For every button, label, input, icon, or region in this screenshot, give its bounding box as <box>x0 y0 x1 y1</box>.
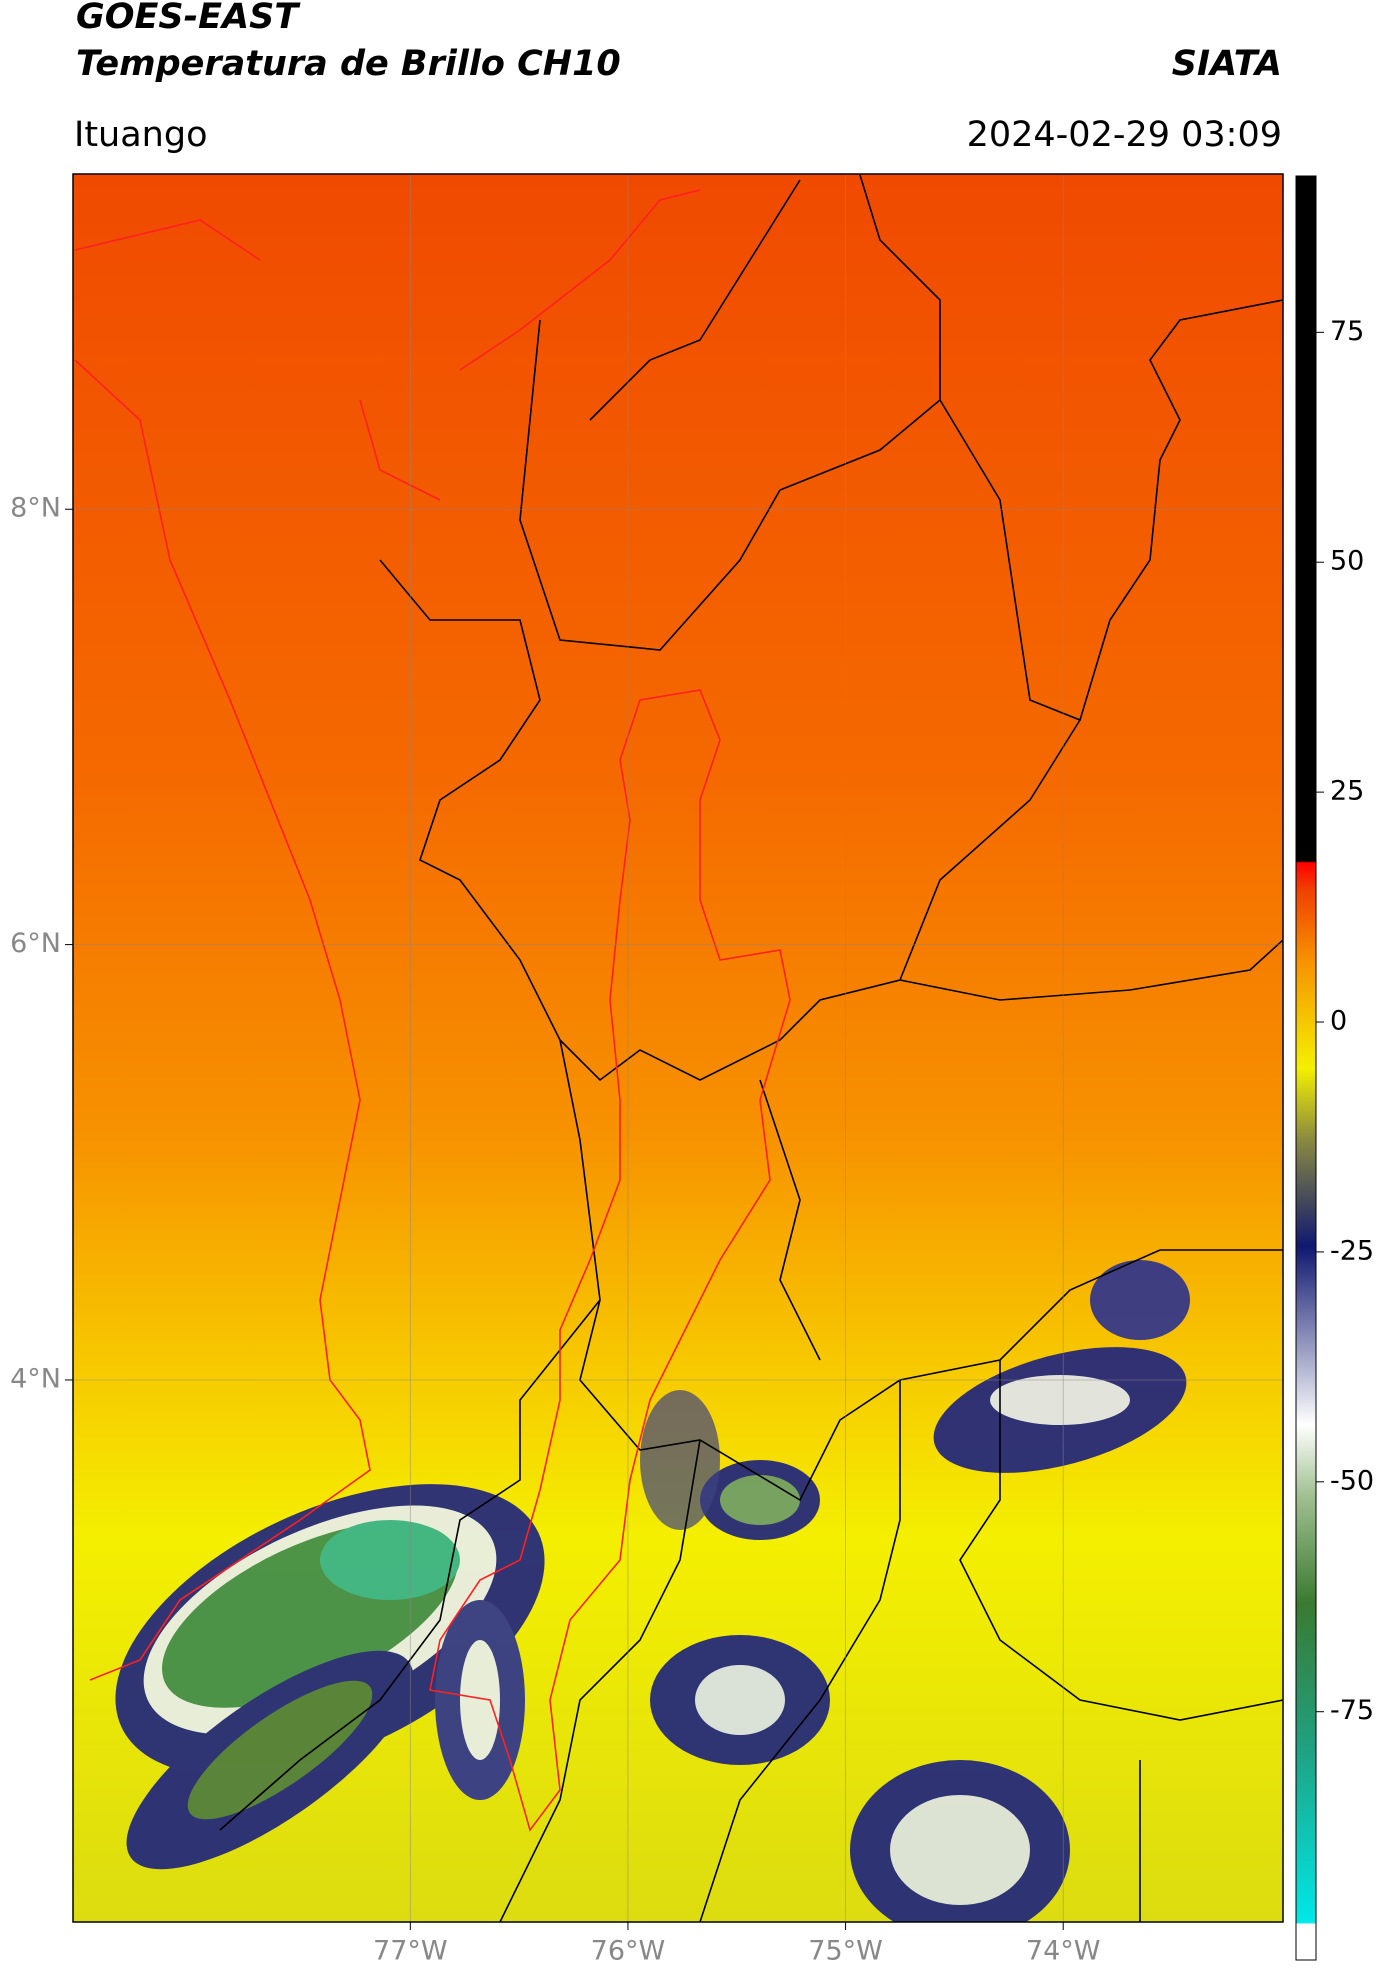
colorbar-tick-label: 75 <box>1330 316 1364 347</box>
x-tick-label: 77°W <box>373 1936 448 1967</box>
colorbar-tick-label: 50 <box>1330 546 1364 577</box>
title: GOES-EAST <box>76 0 301 37</box>
map-frame <box>72 173 1284 1923</box>
colorbar-tick-label: 25 <box>1330 776 1364 807</box>
colorbar-tick-label: -25 <box>1330 1235 1374 1266</box>
basin-outline <box>429 689 791 1832</box>
x-tick-label: 74°W <box>1026 1936 1101 1967</box>
location: Ituango <box>74 115 208 155</box>
coastline <box>74 189 701 1681</box>
y-tick-label: 6°N <box>10 928 61 959</box>
datetime: 2024-02-29 03:09 <box>967 115 1282 155</box>
colorbar <box>1295 175 1317 1961</box>
cloud-tops <box>115 1260 1190 1922</box>
y-tick-label: 4°N <box>10 1363 61 1394</box>
colorbar-tick-label: -50 <box>1330 1465 1374 1496</box>
subtitle: Temperatura de Brillo CH10 <box>76 44 621 84</box>
colorbar-tick-label: 0 <box>1330 1006 1347 1037</box>
borders <box>219 174 1283 1922</box>
graticule <box>73 174 1283 1922</box>
brand: SIATA <box>1172 44 1282 84</box>
y-tick-label: 8°N <box>10 493 61 524</box>
x-tick-label: 75°W <box>808 1936 883 1967</box>
x-tick-label: 76°W <box>591 1936 666 1967</box>
colorbar-tick-label: -75 <box>1330 1695 1374 1726</box>
map-image <box>73 174 1283 1922</box>
